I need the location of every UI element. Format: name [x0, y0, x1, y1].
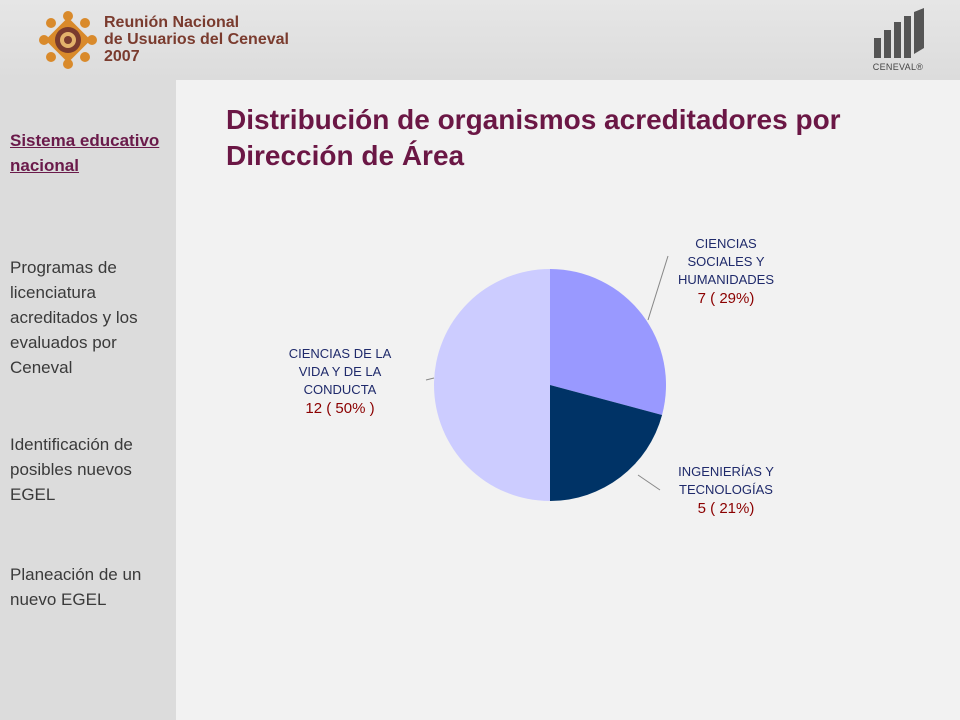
reunion-logo-text: Reunión Nacional de Usuarios del Ceneval…: [104, 14, 289, 65]
slice-value-label-0: 7 ( 29%): [698, 290, 755, 307]
leader-line-2: [425, 377, 435, 381]
page-title: Distribución de organismos acreditadores…: [226, 104, 841, 171]
sidebar-item-identificacion[interactable]: Identificación de posibles nuevos EGEL: [10, 435, 133, 504]
sidebar: Sistema educativo nacional Programas de …: [0, 80, 176, 720]
leader-line-0: [647, 255, 669, 321]
slice-label-2-1: VIDA Y DE LA: [299, 364, 382, 379]
pie-slice-1: [550, 385, 663, 501]
logo-line-3: 2007: [104, 48, 140, 65]
slice-label-2-2: CONDUCTA: [304, 382, 377, 397]
slice-label-0-0: CIENCIAS: [695, 236, 757, 251]
slice-label-0-2: HUMANIDADES: [678, 272, 774, 287]
ceneval-logo-icon: [874, 8, 924, 58]
slice-label-1-0: INGENIERÍAS Y: [678, 464, 774, 479]
reunion-logo-icon: [39, 11, 97, 69]
slice-value-label-2: 12 ( 50% ): [305, 400, 374, 417]
logo-line-1: Reunión Nacional: [104, 14, 240, 31]
header-bar: Reunión Nacional de Usuarios del Ceneval…: [0, 0, 960, 80]
sidebar-item-programas[interactable]: Programas de licenciatura acreditados y …: [10, 258, 138, 377]
slice-value-label-1: 5 ( 21%): [698, 500, 755, 517]
ceneval-brand: CENEVAL®: [872, 62, 924, 72]
logo-line-2: de Usuarios del Ceneval: [104, 31, 289, 48]
slice-label-0-1: SOCIALES Y: [687, 254, 764, 269]
sidebar-item-sistema-educativo[interactable]: Sistema educativo nacional: [10, 131, 160, 175]
sidebar-item-planeacion[interactable]: Planeación de un nuevo EGEL: [10, 565, 142, 609]
slice-label-1-1: TECNOLOGÍAS: [679, 482, 773, 497]
pie-slice-2: [434, 269, 550, 501]
pie-slice-0: [550, 269, 666, 416]
leader-line-1: [637, 474, 661, 491]
slice-label-2-0: CIENCIAS DE LA: [289, 346, 392, 361]
pie-chart: CIENCIAS SOCIALES Y HUMANIDADES 7 ( 29%) ING…: [289, 236, 775, 517]
